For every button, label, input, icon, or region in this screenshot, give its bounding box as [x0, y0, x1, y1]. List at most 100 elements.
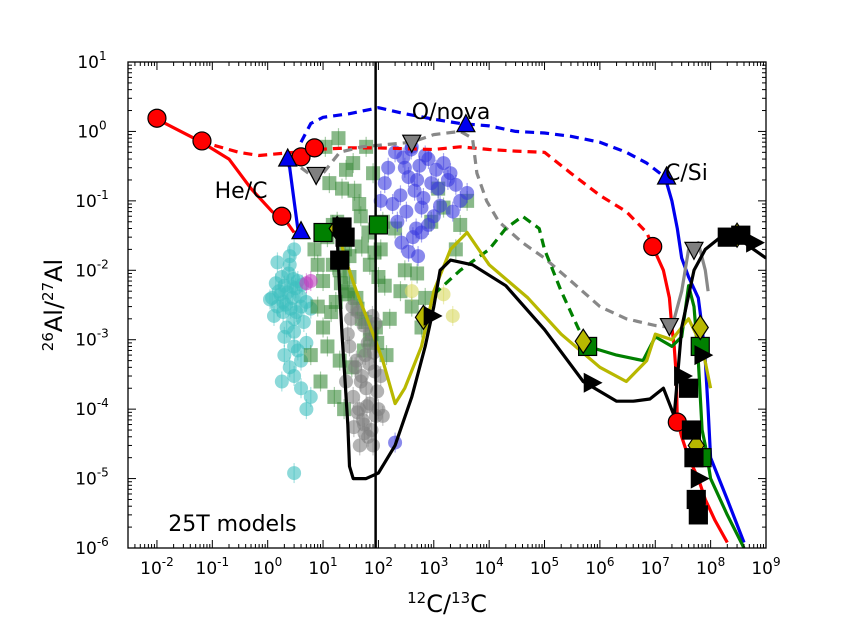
data-point	[287, 369, 302, 384]
x-tick-label: 108	[696, 555, 725, 579]
tri-right-marker	[583, 372, 603, 393]
y-tick-label: 10-3	[75, 327, 109, 351]
data-point	[342, 339, 357, 354]
data-point	[399, 204, 414, 219]
data-point	[362, 257, 377, 272]
y-tick-label: 10-1	[75, 188, 109, 212]
data-point	[299, 402, 314, 417]
circle-marker	[643, 236, 663, 257]
data-point	[412, 158, 427, 173]
tri-down-marker	[683, 241, 704, 261]
data-point	[274, 374, 289, 389]
tri-right-marker	[674, 366, 693, 387]
data-point	[418, 148, 433, 163]
square-marker	[678, 378, 699, 398]
data-point	[307, 242, 322, 257]
data-point	[310, 257, 325, 272]
data-point	[359, 399, 374, 414]
data-point	[327, 389, 342, 404]
y-tick-label: 100	[77, 118, 106, 142]
data-point	[287, 242, 302, 257]
grain-points	[262, 128, 475, 484]
grey-model-line	[300, 129, 673, 330]
data-point	[393, 284, 408, 299]
x-tick-label: 103	[419, 555, 448, 579]
data-point	[331, 131, 346, 146]
x-grains-series	[262, 239, 318, 484]
axis-ticks: 10-2 10-1 100 101 102 103 104 105 106 107 108 109 10…	[75, 49, 780, 579]
tri-up-marker	[656, 165, 677, 185]
data-point	[284, 279, 299, 294]
data-point	[303, 348, 318, 363]
data-point	[381, 160, 396, 175]
data-point	[414, 225, 429, 240]
data-point	[296, 314, 311, 329]
square-marker	[313, 222, 333, 243]
o-nova-line	[299, 106, 666, 179]
data-point	[352, 438, 367, 453]
data-point	[385, 197, 400, 212]
data-point	[390, 214, 405, 229]
data-point	[366, 166, 381, 181]
data-point	[262, 292, 277, 307]
green-model-line	[432, 214, 590, 348]
tri-right-marker	[690, 468, 710, 489]
square-marker	[335, 227, 355, 247]
data-point	[299, 276, 314, 291]
x-tick-label: 105	[530, 555, 559, 579]
data-point	[429, 162, 444, 177]
data-point	[294, 381, 309, 396]
data-point	[460, 185, 475, 200]
y-tick-label: 10-4	[75, 396, 109, 420]
data-point	[337, 402, 352, 417]
plot-area	[147, 62, 766, 548]
c-si-line	[663, 176, 746, 544]
data-point	[440, 172, 455, 187]
he-c-upper-line	[199, 139, 655, 248]
x-tick-label: 10-1	[196, 555, 230, 579]
nova-grains-series	[373, 136, 475, 453]
y-tick-label: 101	[77, 49, 106, 73]
data-point	[339, 162, 354, 177]
data-point	[397, 263, 412, 278]
y-tick-label: 10-5	[75, 466, 109, 490]
x-tick-label: 10-2	[140, 555, 174, 579]
x-tick-label: 100	[253, 555, 282, 579]
tri-up-marker	[277, 147, 298, 167]
data-point	[270, 255, 285, 270]
data-point	[375, 408, 390, 423]
data-point	[346, 420, 361, 435]
circle-marker	[304, 138, 325, 158]
circle-marker	[192, 131, 212, 151]
data-point	[445, 308, 460, 323]
data-point	[354, 239, 369, 254]
data-point	[445, 204, 460, 219]
x-tick-label: 102	[364, 555, 393, 579]
x-tick-label: 109	[751, 555, 780, 579]
data-point	[287, 466, 302, 481]
data-point	[277, 348, 292, 363]
data-point	[370, 384, 385, 399]
plot-frame	[127, 61, 767, 549]
black-model-line	[335, 235, 766, 481]
data-point	[341, 287, 356, 302]
data-point	[357, 426, 372, 441]
data-point	[345, 299, 360, 314]
data-point	[348, 360, 363, 375]
tri-right-marker	[746, 232, 765, 253]
tri-up-marker	[291, 220, 312, 240]
green-model-deep-line	[587, 284, 746, 548]
data-point	[313, 374, 328, 389]
data-point	[373, 369, 388, 384]
diamond-marker	[691, 314, 709, 341]
square-marker	[368, 215, 389, 235]
data-point	[416, 190, 431, 205]
data-point	[418, 290, 433, 305]
y-tick-label: 10-2	[75, 257, 109, 281]
data-point	[433, 198, 448, 213]
data-point	[353, 209, 368, 224]
data-point	[401, 244, 416, 259]
data-point	[289, 305, 304, 320]
data-point	[410, 266, 425, 281]
